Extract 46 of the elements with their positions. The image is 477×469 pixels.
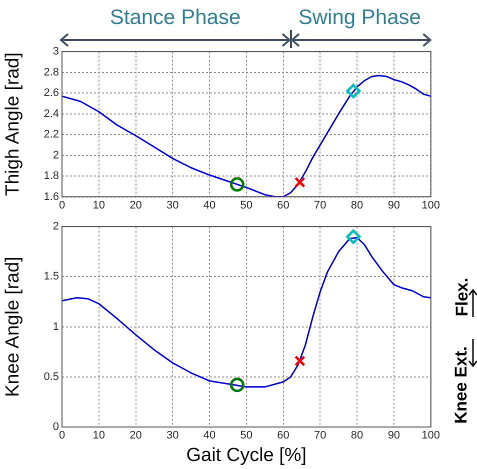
x-tick-label: 20 — [130, 430, 142, 442]
y-tick-label: 2.2 — [44, 128, 59, 141]
point — [230, 378, 244, 392]
x-tick-label: 40 — [203, 430, 216, 442]
text: Flex. — [452, 278, 472, 316]
x-tick-label: 80 — [350, 430, 364, 442]
y-tick-label: 1 — [52, 320, 59, 333]
x-tick-label: 100 — [422, 430, 440, 442]
text: Stance Phase — [108, 6, 242, 30]
y-tick-label: 2.6 — [44, 87, 59, 100]
text: Swing Phase — [297, 6, 422, 30]
y-tick-label: 2 — [52, 220, 59, 233]
point — [294, 355, 306, 366]
x-tick-label: 60 — [277, 199, 290, 212]
x-tick-label: 20 — [130, 199, 142, 212]
y-tick-label: 2 — [52, 149, 59, 162]
x-axis-title: Gait Cycle [%] — [186, 444, 307, 466]
y-tick-label: 3 — [52, 46, 59, 58]
x-tick-label: 90 — [388, 199, 400, 212]
x-tick-label: 30 — [166, 199, 179, 212]
y-axis-title: Thigh Angle [rad] — [2, 52, 24, 196]
point — [346, 229, 361, 244]
x-tick-label: 10 — [92, 430, 106, 442]
x-tick-label: 50 — [240, 199, 253, 212]
x-tick-label: 100 — [422, 199, 440, 212]
x-tick-label: 60 — [277, 430, 290, 442]
text: Knee Ext. — [452, 346, 472, 424]
y-tick-label: 0.5 — [44, 370, 59, 383]
y-axis-title: Knee Angle [rad] — [2, 256, 24, 398]
y-tick-label: 2.4 — [44, 108, 59, 120]
x-tick-label: 30 — [166, 430, 179, 442]
point — [294, 176, 306, 188]
y-tick-label: 1.5 — [44, 270, 59, 283]
y-tick-label: 1.6 — [44, 190, 59, 203]
point — [346, 84, 361, 98]
x-tick-label: 70 — [314, 430, 326, 442]
x-tick-label: 70 — [314, 199, 326, 212]
x-tick-label: 50 — [240, 430, 253, 442]
y-tick-label: 2.8 — [44, 66, 59, 78]
x-tick-label: 40 — [203, 199, 216, 212]
y-tick-label: 0 — [52, 421, 59, 434]
x-tick-label: 80 — [350, 199, 364, 212]
point — [230, 177, 244, 192]
x-tick-label: 10 — [92, 199, 106, 212]
y-tick-label: 1.8 — [44, 170, 59, 182]
x-tick-label: 90 — [388, 430, 400, 442]
